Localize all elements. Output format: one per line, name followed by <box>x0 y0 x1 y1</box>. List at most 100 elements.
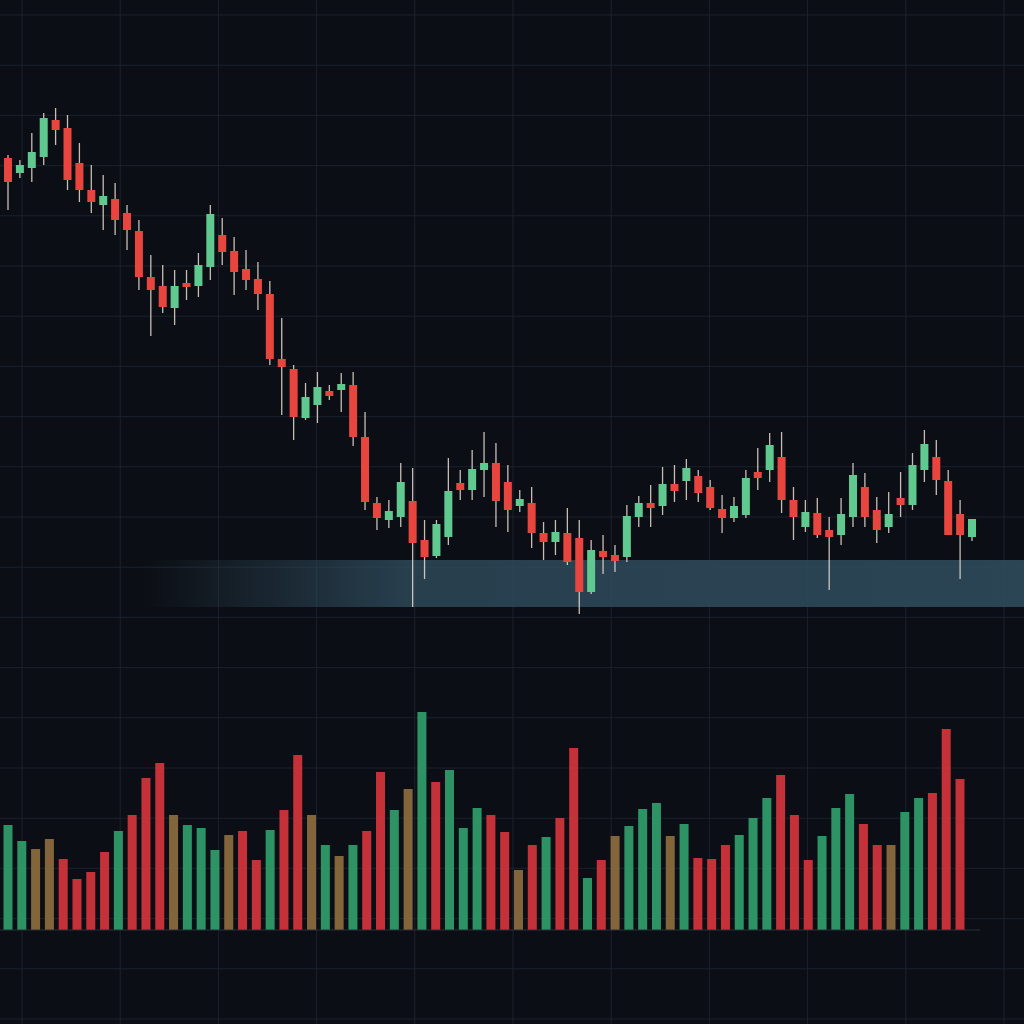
volume-bar <box>238 831 248 930</box>
candle <box>420 520 429 579</box>
candle-body <box>325 391 334 396</box>
volume-bar <box>555 818 565 930</box>
candle-body <box>789 500 798 517</box>
candle <box>182 270 191 300</box>
candle-body <box>51 120 60 130</box>
candle-body <box>146 277 155 290</box>
candle-body <box>134 231 143 277</box>
candle <box>146 255 155 336</box>
candle <box>718 495 727 533</box>
candle <box>396 463 405 527</box>
candle-body <box>27 152 36 168</box>
volume-bar <box>265 830 275 930</box>
candle <box>468 450 477 500</box>
candle <box>99 175 108 230</box>
candle <box>634 496 643 527</box>
volume-bar <box>348 845 358 930</box>
candle-body <box>837 514 846 535</box>
candle-body <box>242 269 251 280</box>
volume-bar <box>886 845 896 930</box>
candle <box>908 453 917 510</box>
candle <box>372 497 381 530</box>
candle <box>253 262 262 310</box>
candle <box>158 265 167 313</box>
candle <box>587 540 596 594</box>
volume-bar <box>486 815 496 930</box>
volume-bar <box>445 770 455 930</box>
volume-bar <box>707 859 717 930</box>
candle-body <box>610 555 619 561</box>
volume-bar <box>941 729 951 930</box>
candle <box>432 520 441 558</box>
candle-body <box>75 163 84 190</box>
candle <box>658 467 667 515</box>
candle <box>39 113 48 165</box>
candle-body <box>111 199 120 220</box>
volume-bar <box>31 849 41 930</box>
candle-body <box>563 533 572 562</box>
volume-bar <box>596 860 606 930</box>
candle <box>706 480 715 510</box>
volume-bar <box>417 712 427 930</box>
candle <box>670 465 679 502</box>
volume-bar <box>527 845 537 930</box>
candlesticks <box>4 108 976 614</box>
volume-bar <box>127 815 137 930</box>
candle <box>765 433 774 482</box>
candle <box>682 459 691 500</box>
volume-bar <box>638 809 648 930</box>
candle <box>968 519 976 541</box>
candle <box>896 472 905 517</box>
volume-bar <box>58 859 68 930</box>
candle-body <box>753 472 762 478</box>
candle <box>753 448 762 490</box>
candle-body <box>480 463 489 470</box>
volume-bar <box>900 812 910 930</box>
candle-body <box>15 165 24 173</box>
volume-bar <box>624 826 634 930</box>
volume-bar <box>389 810 399 930</box>
candle-body <box>539 533 548 542</box>
volume-bar <box>734 835 744 930</box>
volume-bar <box>927 793 937 930</box>
candle-body <box>575 538 584 592</box>
candle <box>134 220 143 290</box>
volume-bar <box>817 836 827 930</box>
candle-body <box>551 532 560 542</box>
volume-bar <box>665 836 675 930</box>
candle <box>444 458 453 545</box>
candle <box>15 160 24 178</box>
volume-bar <box>279 810 289 930</box>
candle-body <box>99 196 108 205</box>
volume-bar <box>17 841 27 930</box>
volume-bar <box>72 879 82 930</box>
volume-bar <box>224 835 234 930</box>
candle-body <box>63 128 72 180</box>
candle-body <box>908 465 917 505</box>
candle <box>325 385 334 400</box>
candle-body <box>944 481 953 535</box>
candle-body <box>39 118 48 157</box>
candle-body <box>884 514 893 527</box>
volume-bar <box>748 818 758 930</box>
candle-body <box>444 491 453 537</box>
candle <box>825 517 834 590</box>
candle-body <box>4 158 12 182</box>
volume-bar <box>403 789 413 930</box>
candle-body <box>718 509 727 518</box>
candle <box>408 468 417 607</box>
candle <box>729 497 738 522</box>
candle-body <box>432 524 441 556</box>
candle <box>4 155 12 210</box>
candle <box>123 205 132 250</box>
candle-body <box>741 478 750 515</box>
candle <box>932 440 941 495</box>
volume-bar <box>362 831 372 930</box>
volume-bar <box>789 815 799 930</box>
volume-bar <box>693 858 703 930</box>
candle <box>75 143 84 202</box>
candle <box>884 492 893 533</box>
candle-body <box>396 482 405 517</box>
candle-body <box>170 286 179 308</box>
candle-body <box>682 468 691 481</box>
